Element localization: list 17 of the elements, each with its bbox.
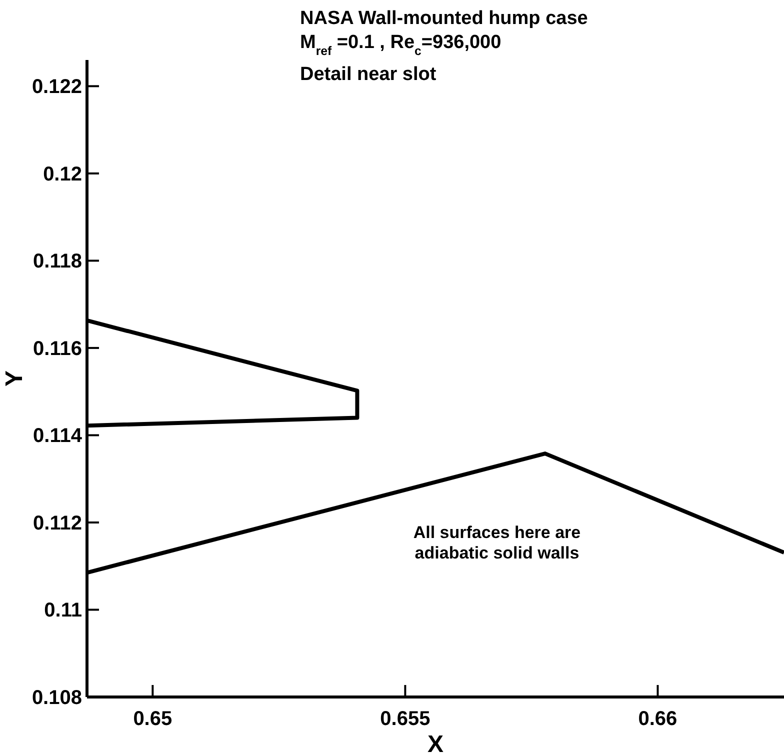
y-axis-title: Y — [1, 370, 28, 387]
y-tick-label: 0.112 — [33, 512, 82, 534]
x-tick-label: 0.65 — [133, 708, 172, 730]
chart-title: NASA Wall-mounted hump case — [300, 8, 588, 29]
chart-subtitle: M$_{ref}$ =0.1 , Re$_{c}$=936,000 — [300, 32, 502, 58]
x-tick-label: 0.66 — [638, 708, 678, 730]
y-tick-label: 0.108 — [32, 687, 82, 709]
x-axis-title: X — [427, 731, 444, 756]
annotation: All surfaces here are adiabatic solid walls — [413, 523, 581, 562]
y-tick-label: 0.122 — [32, 76, 82, 98]
x-tick-label: 0.655 — [380, 708, 430, 730]
y-tick-label: 0.118 — [33, 250, 82, 273]
y-tick-label: 0.114 — [33, 425, 83, 448]
y-tick-label: 0.12 — [43, 163, 82, 186]
y-tick-label: 0.11 — [44, 600, 82, 622]
y-tick-label: 0.116 — [33, 338, 82, 360]
annotation: Detail near slot — [300, 64, 437, 85]
